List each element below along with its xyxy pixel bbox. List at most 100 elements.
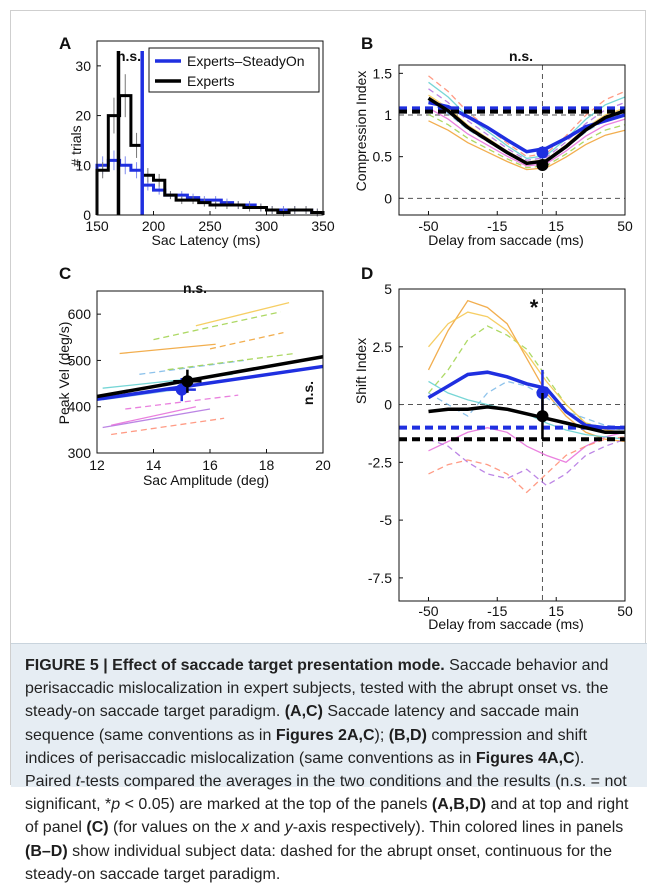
panel-b-lines — [399, 65, 626, 215]
caption-text: ); — [374, 726, 389, 744]
x-tick-label: 18 — [259, 457, 275, 473]
x-tick-label: 15 — [548, 218, 564, 234]
caption-text: show individual subject data: dashed for… — [25, 842, 613, 883]
panel-a-histograms — [95, 50, 325, 217]
panel-a-axes-box — [96, 40, 324, 216]
y-tick-label: 1 — [384, 107, 392, 123]
panel-a-ylabel: # trials — [68, 125, 84, 166]
x-tick-label: 150 — [85, 218, 109, 234]
caption-text: compression and shift indices of perisac… — [25, 726, 588, 767]
subject-line — [428, 75, 626, 158]
subject-line — [428, 380, 626, 429]
y-tick-label: 1.5 — [373, 65, 393, 81]
subject-line — [102, 408, 211, 429]
subject-line — [153, 311, 281, 341]
panel-c-significance-top: n.s. — [183, 280, 207, 296]
x-tick-label: 14 — [146, 457, 162, 473]
x-tick-label: -15 — [487, 603, 507, 619]
caption-italic: x — [241, 819, 250, 837]
y-tick-label: 0.5 — [373, 149, 393, 165]
fit-line — [96, 364, 324, 402]
x-tick-label: 350 — [311, 218, 335, 234]
caption-ref: (B,D) — [388, 726, 427, 744]
legend-label-steadyon: Experts–SteadyOn — [187, 53, 305, 69]
y-tick-label: -2.5 — [368, 454, 392, 470]
panel-b-significance: n.s. — [509, 48, 533, 64]
caption-area: FIGURE 5 | Effect of saccade target pres… — [11, 643, 647, 883]
histogram-steadyon — [95, 158, 325, 215]
panel-b-letter: B — [361, 34, 373, 53]
caption-text: Saccade behavior and perisaccadic misloc… — [25, 657, 609, 721]
y-tick-label: 500 — [68, 352, 92, 368]
panel-b-axes-box — [398, 64, 626, 216]
panel-b-ylabel: Compression Index — [353, 71, 369, 192]
subject-line — [428, 81, 626, 160]
panel-d-lines — [399, 289, 626, 601]
figure-plots: A n.s. # trials Sac Latency (ms) 150 200 2… — [56, 34, 633, 632]
x-tick-label: 12 — [89, 457, 105, 473]
caption-text: (for values on the — [108, 819, 242, 837]
mean-line-steadyon — [427, 370, 625, 430]
panel-d-axes-box — [398, 288, 626, 602]
subject-line — [209, 332, 284, 350]
y-tick-label: 10 — [75, 157, 91, 173]
mean-marker — [536, 159, 549, 171]
panel-c-xlabel: Sac Amplitude (deg) — [143, 472, 269, 488]
x-tick-label: 50 — [617, 603, 633, 619]
panel-c-lines — [96, 301, 324, 436]
subject-line — [125, 394, 239, 410]
caption-text: < 0.05) are marked at the top of the pan… — [120, 796, 432, 814]
caption-figure-link[interactable]: Figures 4A,C — [475, 749, 575, 767]
y-tick-label: 5 — [384, 281, 392, 297]
figure-frame: A n.s. # trials Sac Latency (ms) 150 200 2… — [10, 10, 647, 883]
mean-line-experts — [427, 96, 626, 166]
legend-box — [148, 47, 320, 93]
x-tick-label: 250 — [198, 218, 222, 234]
x-tick-label: -15 — [487, 218, 507, 234]
subject-line — [428, 101, 626, 165]
panel-c-letter: C — [59, 264, 71, 283]
subject-line — [428, 438, 626, 487]
caption-figure-link[interactable]: Figures 2A,C — [275, 726, 375, 744]
y-tick-label: 400 — [68, 399, 92, 415]
histogram-experts — [95, 94, 325, 215]
mean-line-experts — [428, 405, 625, 435]
panel-c-ticks: 12 14 16 18 20 300 400 500 600 — [68, 306, 331, 473]
panel-c-ylabel: Peak Vel (deg/s) — [56, 322, 72, 425]
panel-b-xlabel: Delay from saccade (ms) — [428, 232, 584, 248]
subject-line — [428, 107, 626, 167]
y-tick-label: 2.5 — [373, 339, 393, 355]
x-tick-label: 50 — [617, 218, 633, 234]
x-tick-label: 300 — [255, 218, 279, 234]
panel-d-significance: * — [530, 295, 539, 320]
y-tick-label: -7.5 — [368, 570, 392, 586]
panel-a-legend: Experts–SteadyOn Experts — [148, 47, 320, 93]
subject-line — [428, 427, 626, 464]
y-tick-label: 20 — [75, 108, 91, 124]
subject-line — [428, 436, 626, 494]
caption-text: -axis respectively). Thin colored lines … — [292, 819, 624, 837]
panel-d-ticks: -50 -15 15 50 5 2.5 0 -2.5 -5 -7.5 — [368, 281, 633, 619]
y-tick-label: 0 — [384, 397, 392, 413]
caption-ref: (C) — [86, 819, 109, 837]
panel-b: B n.s. Compression Index Delay from sacc… — [353, 34, 633, 248]
subject-line — [427, 299, 626, 443]
subject-line — [111, 417, 225, 436]
subject-line — [139, 359, 244, 375]
subject-line — [428, 113, 626, 169]
panel-a-letter: A — [59, 34, 71, 53]
subject-line — [195, 301, 290, 327]
y-tick-label: 300 — [68, 445, 92, 461]
caption-text: Saccade latency and saccade main sequenc… — [25, 703, 580, 744]
panel-d: D * Shift Index Delay from saccade (ms) … — [353, 264, 633, 632]
subject-line — [119, 343, 216, 355]
panel-d-ylabel: Shift Index — [353, 338, 369, 404]
subject-line — [428, 120, 626, 171]
panel-a-xlabel: Sac Latency (ms) — [152, 232, 261, 248]
caption-italic: y — [284, 819, 293, 837]
caption-ref: (A,B,D) — [431, 796, 487, 814]
panel-a-significance: n.s. — [117, 48, 141, 64]
x-tick-label: 15 — [548, 603, 564, 619]
mean-marker — [536, 146, 549, 159]
caption-text: ). Paired — [25, 749, 585, 791]
